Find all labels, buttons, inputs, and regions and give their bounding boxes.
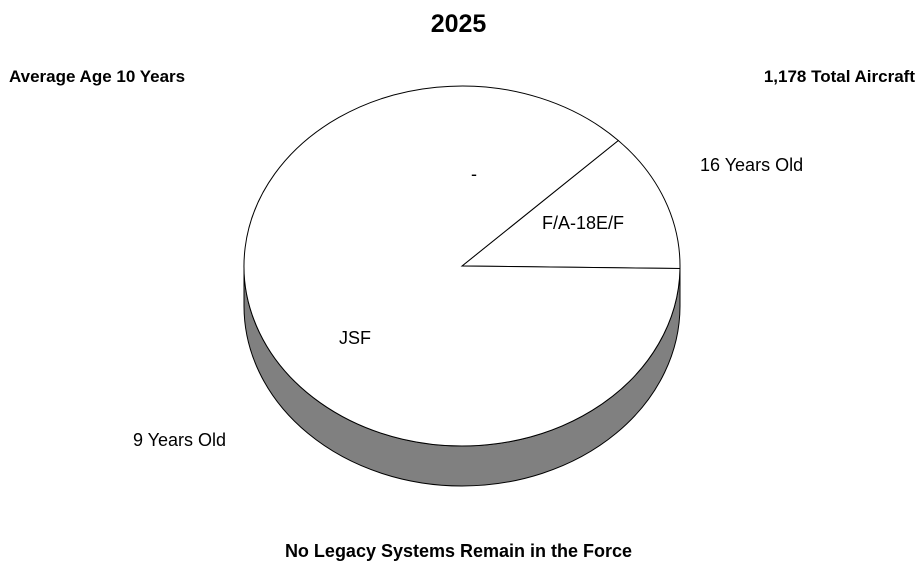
age-label-f-a-18e-f: 16 Years Old <box>700 155 803 175</box>
pie-slice-jsf <box>243 85 681 447</box>
average-age-note: Average Age 10 Years <box>9 67 186 86</box>
stray-dash-label: - <box>471 164 477 184</box>
age-label-jsf: 9 Years Old <box>133 430 226 450</box>
chart-footnote: No Legacy Systems Remain in the Force <box>284 541 633 561</box>
chart-title: 2025 <box>430 10 487 38</box>
total-aircraft-note: 1,178 Total Aircraft <box>763 67 915 86</box>
slice-label-f-a-18e-f: F/A-18E/F <box>542 213 624 233</box>
slice-label-jsf: JSF <box>339 328 371 348</box>
pie-slice-f-a-18e-f <box>460 139 681 270</box>
